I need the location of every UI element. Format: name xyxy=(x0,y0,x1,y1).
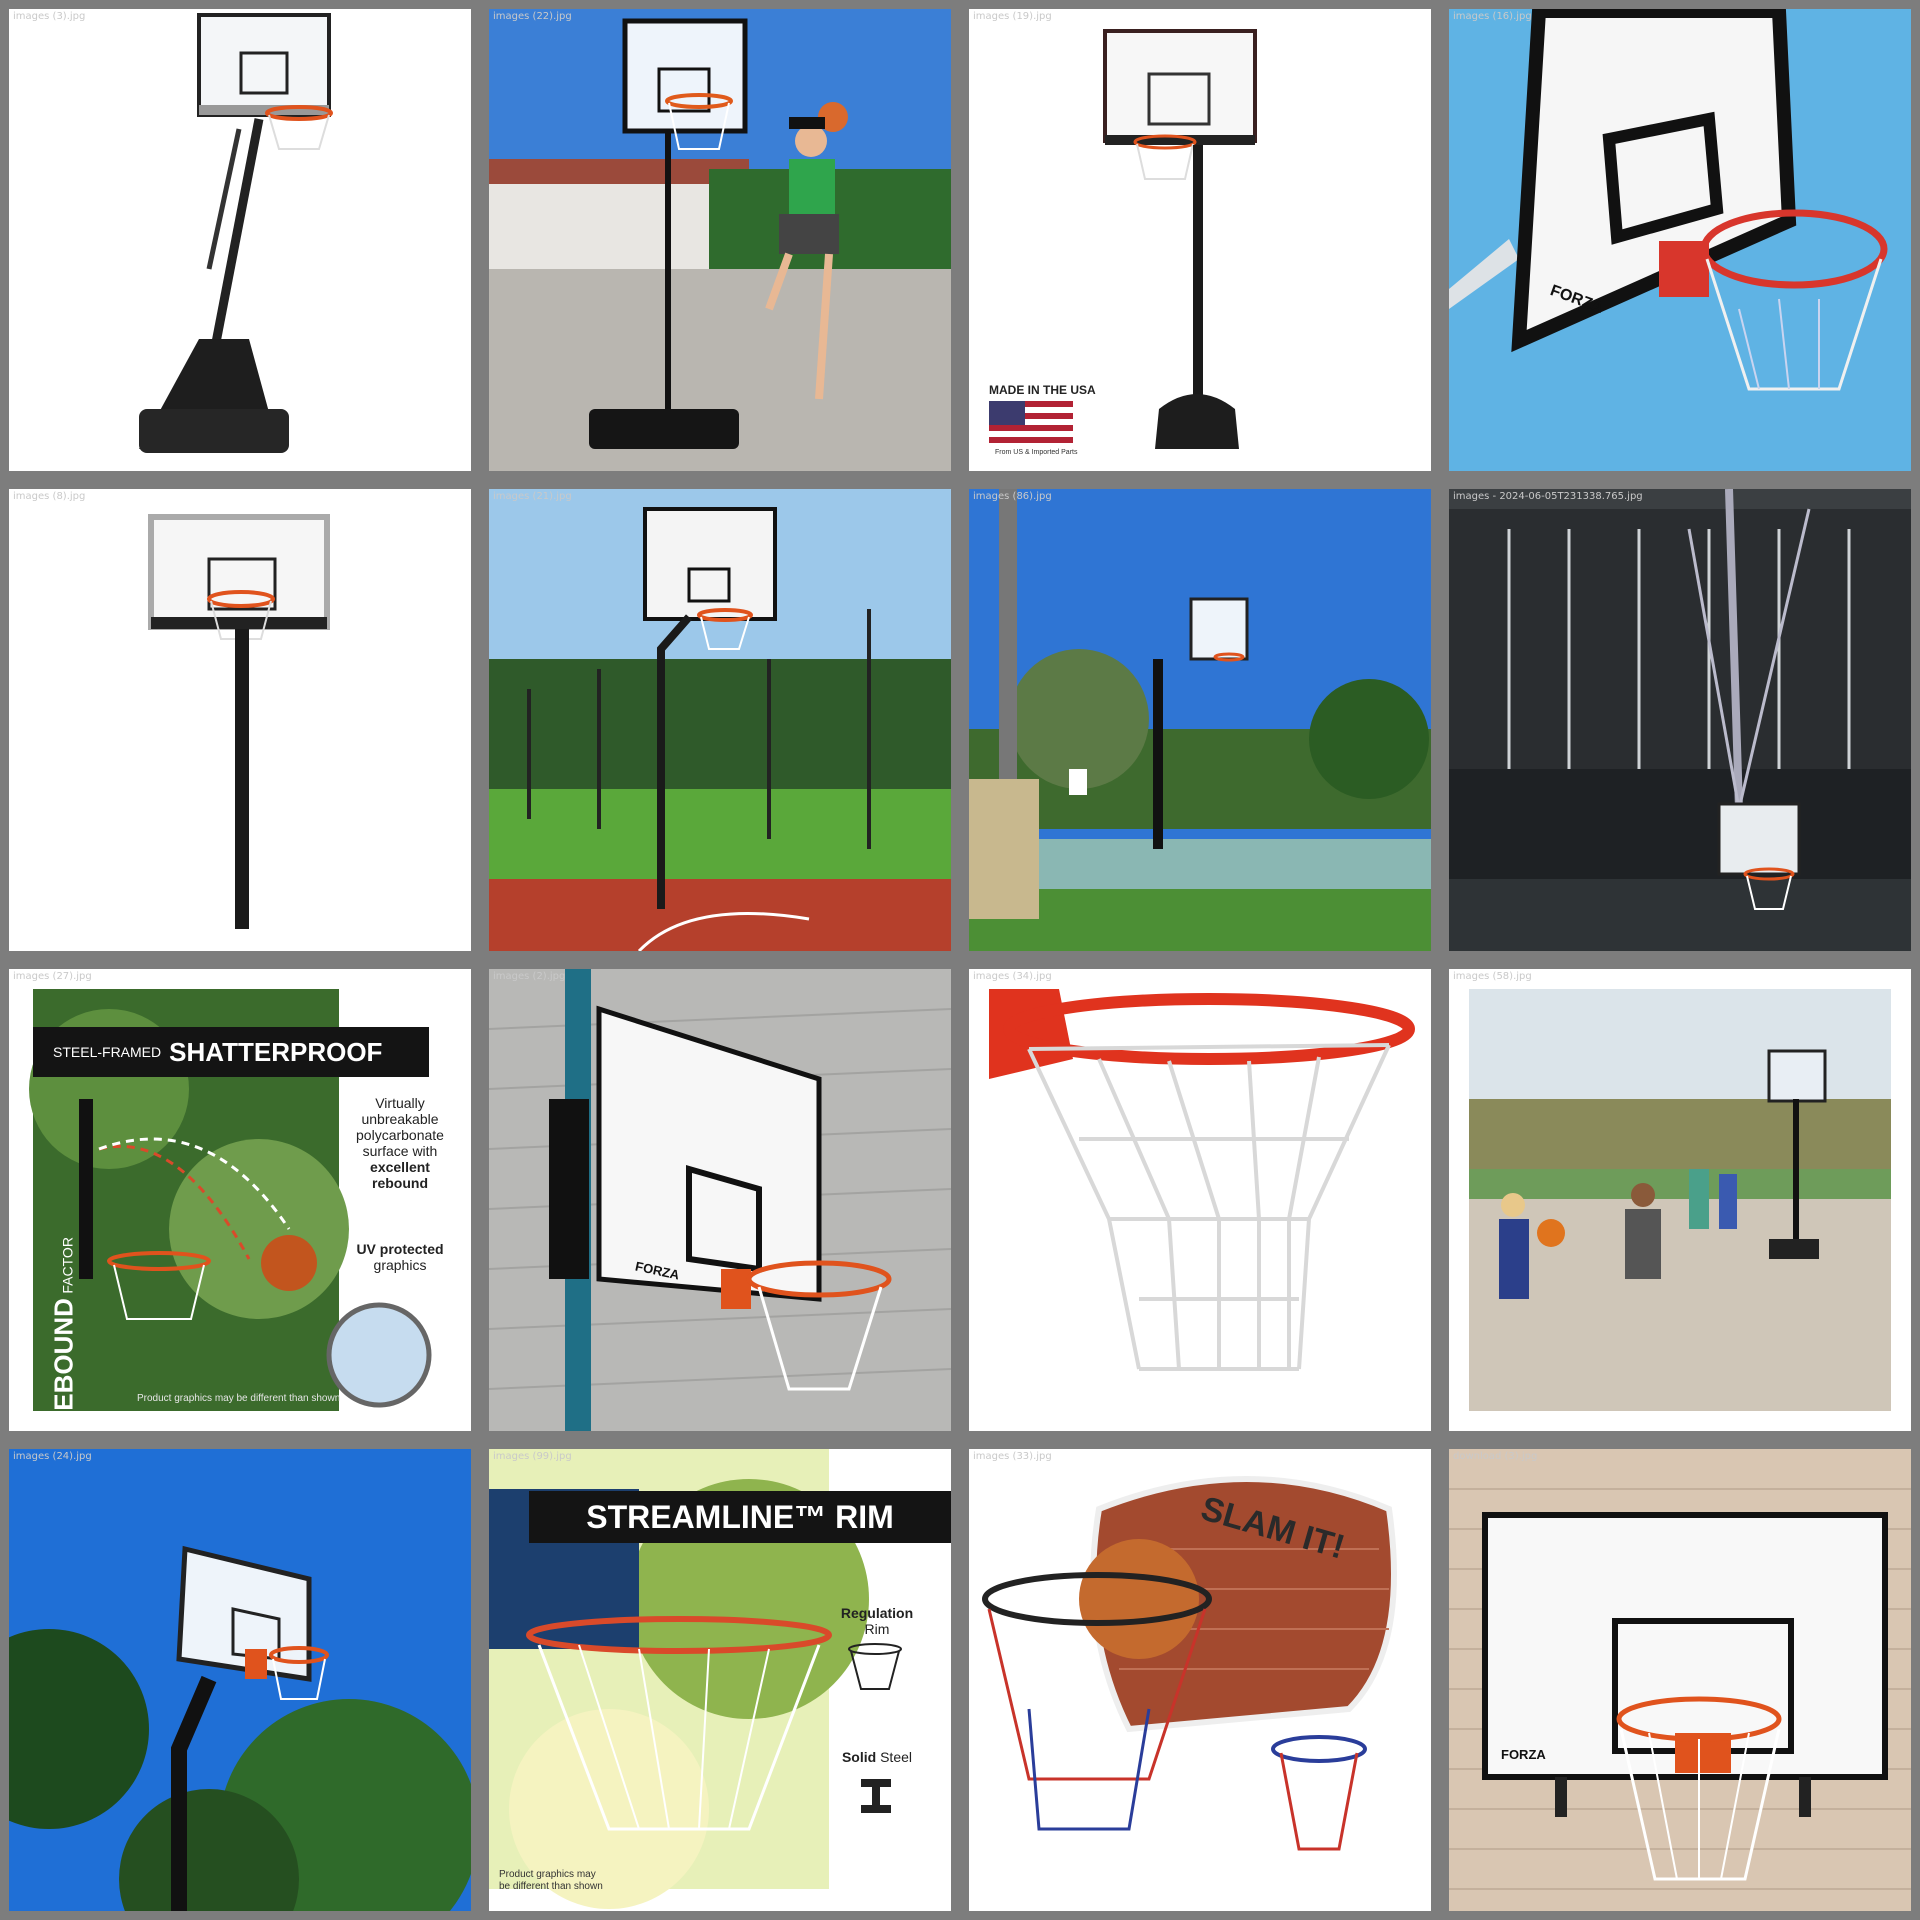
image-frame: images (24).jpg xyxy=(9,1449,471,1911)
forza-wall-hoop-image xyxy=(1449,1449,1911,1911)
image-frame: images (19).jpg MADE IN xyxy=(969,9,1431,471)
portable-hoop-image xyxy=(969,9,1431,471)
image-frame: images (3).jpg xyxy=(9,9,471,471)
regulation-line: Regulation xyxy=(840,1605,914,1621)
tile-filename: images (16).jpg xyxy=(1453,11,1532,22)
image-frame: images (34).jpg xyxy=(969,969,1431,1431)
tile-filename: images (24).jpg xyxy=(13,1451,92,1462)
image-frame: images (8).jpg xyxy=(9,489,471,951)
disclaimer-line: Product graphics may xyxy=(499,1869,596,1880)
tile-filename: images (86).jpg xyxy=(973,491,1052,502)
image-frame: download (3).jpg xyxy=(1449,1449,1911,1911)
image-frame: images (2).jpg xyxy=(489,969,951,1431)
note-line: Virtually xyxy=(375,1095,425,1111)
note-line: surface with xyxy=(362,1143,438,1159)
image-tile[interactable]: images (2).jpg xyxy=(480,960,960,1440)
polycarbonate-note: Virtually unbreakable polycarbonate surf… xyxy=(339,1095,461,1191)
made-in-usa-subtitle: From US & Imported Parts xyxy=(995,449,1078,456)
tile-filename: images (19).jpg xyxy=(973,11,1052,22)
image-tile[interactable]: images (99).jpg STREAMLINE™ RIM Regulati… xyxy=(480,1440,960,1920)
forza-backboard-image xyxy=(1449,9,1911,471)
image-tile[interactable]: images (33).jpg SLAM IT! xyxy=(960,1440,1440,1920)
image-tile[interactable]: images (34).jpg xyxy=(960,960,1440,1440)
image-tile[interactable]: images (22).jpg xyxy=(480,0,960,480)
disclaimer: Product graphics may be different than s… xyxy=(137,1393,341,1404)
shatterproof-banner: STEEL-FRAMED SHATTERPROOF xyxy=(33,1027,429,1077)
image-frame: images (16).jpg FORZA xyxy=(1449,9,1911,471)
inground-hoop-trees-image xyxy=(9,1449,471,1911)
note-line: excellent xyxy=(370,1159,430,1175)
image-frame: images (58).jpg xyxy=(1449,969,1911,1431)
tile-filename: images (99).jpg xyxy=(493,1451,572,1462)
made-in-usa-title: MADE IN THE USA xyxy=(989,383,1096,397)
image-tile[interactable]: images (27).jpg STEEL-FRAMED SHATTERPROO… xyxy=(0,960,480,1440)
wall-mounted-hoop-image xyxy=(489,969,951,1431)
inground-hoop-image xyxy=(9,489,471,951)
steel-rest: Steel xyxy=(880,1749,913,1765)
tile-filename: images (58).jpg xyxy=(1453,971,1532,982)
portable-hoop-image xyxy=(9,9,471,471)
tile-filename: images (3).jpg xyxy=(13,11,86,22)
image-frame: images (86).jpg xyxy=(969,489,1431,951)
tile-filename: images (22).jpg xyxy=(493,11,572,22)
uv-line: graphics xyxy=(373,1257,427,1273)
solid-steel-note: Solid Steel xyxy=(825,1749,929,1765)
rim-net-image xyxy=(969,969,1431,1431)
image-frame: images (27).jpg STEEL-FRAMED SHATTERPROO… xyxy=(9,969,471,1431)
tile-filename: download (3).jpg xyxy=(1453,1451,1538,1462)
rebound-factor-label: REBOUND FACTOR xyxy=(48,1180,80,1430)
image-frame: images - 2024-06-05T231338.765.jpg xyxy=(1449,489,1911,951)
uv-line: UV protected xyxy=(356,1241,444,1257)
image-frame: images (22).jpg xyxy=(489,9,951,471)
family-playing-image xyxy=(1449,969,1911,1431)
tile-filename: images (33).jpg xyxy=(973,1451,1052,1462)
tile-filename: images (34).jpg xyxy=(973,971,1052,982)
forza-logo: FORZA xyxy=(1501,1747,1546,1762)
streamline-banner: STREAMLINE™ RIM xyxy=(529,1491,951,1543)
tile-filename: images (21).jpg xyxy=(493,491,572,502)
note-line: unbreakable xyxy=(361,1111,439,1127)
banner-main: SHATTERPROOF xyxy=(169,1036,383,1067)
outdoor-court-image xyxy=(489,489,951,951)
indoor-gym-image xyxy=(1449,489,1911,951)
regulation-note: Regulation Rim xyxy=(825,1605,929,1637)
image-tile[interactable]: images (21).jpg xyxy=(480,480,960,960)
note-line: polycarbonate xyxy=(356,1127,444,1143)
disclaimer-line: be different than shown xyxy=(499,1881,603,1892)
disclaimer: Product graphics may be different than s… xyxy=(499,1869,603,1893)
banner-prefix: STEEL-FRAMED xyxy=(53,1044,162,1060)
tile-filename: images (8).jpg xyxy=(13,491,86,502)
tile-filename: images (2).jpg xyxy=(493,971,566,982)
image-tile[interactable]: images (3).jpg xyxy=(0,0,480,480)
image-tile[interactable]: download (3).jpg xyxy=(1440,1440,1920,1920)
us-flag-icon xyxy=(989,401,1073,445)
tile-filename: images (27).jpg xyxy=(13,971,92,982)
image-tile[interactable]: images (24).jpg xyxy=(0,1440,480,1920)
rebound-main: REBOUND xyxy=(48,1298,79,1430)
slam-it-hoop-image xyxy=(969,1449,1431,1911)
image-frame: images (21).jpg xyxy=(489,489,951,951)
image-tile[interactable]: images (16).jpg FORZA xyxy=(1440,0,1920,480)
uv-note: UV protected graphics xyxy=(339,1241,461,1273)
image-tile[interactable]: images (19).jpg MADE IN xyxy=(960,0,1440,480)
steel-bold: Solid xyxy=(841,1749,877,1765)
tile-filename: images - 2024-06-05T231338.765.jpg xyxy=(1453,491,1643,502)
rebound-suffix: FACTOR xyxy=(59,1237,76,1294)
image-tile[interactable]: images (58).jpg xyxy=(1440,960,1920,1440)
image-tile[interactable]: images - 2024-06-05T231338.765.jpg xyxy=(1440,480,1920,960)
image-frame: images (99).jpg STREAMLINE™ RIM Regulati… xyxy=(489,1449,951,1911)
kid-dunking-image xyxy=(489,9,951,471)
image-frame: images (33).jpg SLAM IT! xyxy=(969,1449,1431,1911)
image-tile[interactable]: images (8).jpg xyxy=(0,480,480,960)
regulation-line: Rim xyxy=(864,1621,890,1637)
image-tile[interactable]: images (86).jpg xyxy=(960,480,1440,960)
park-court-image xyxy=(969,489,1431,951)
note-line: rebound xyxy=(372,1175,428,1191)
